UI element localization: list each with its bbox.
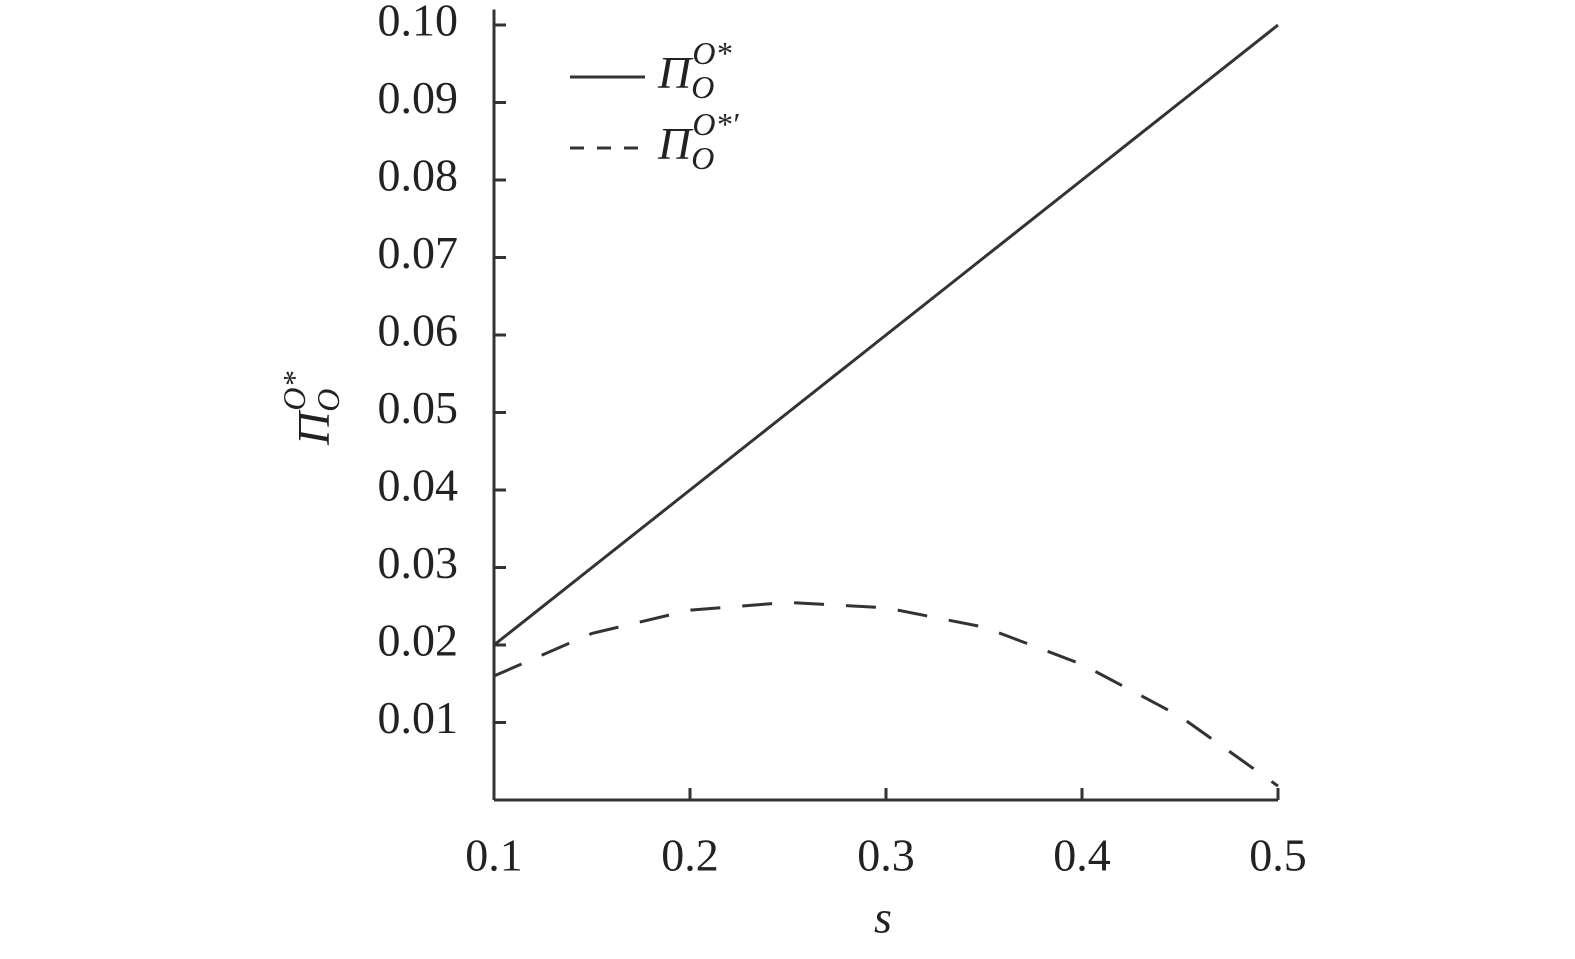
x-tick-label: 0.2 xyxy=(661,830,719,881)
x-tick-label: 0.3 xyxy=(857,830,915,881)
y-axis-label: ΠOO* xyxy=(276,372,346,446)
y-axis-label-sub: O xyxy=(310,389,346,412)
legend-label-sup: O* xyxy=(692,35,731,71)
series-line xyxy=(493,23,1279,647)
x-tick-label: 0.1 xyxy=(465,830,523,881)
legend-label: ΠOO* xyxy=(657,35,731,105)
y-tick-label: 0.10 xyxy=(378,0,459,46)
y-tick-label: 0.01 xyxy=(378,692,459,743)
y-tick-label: 0.07 xyxy=(378,227,459,278)
y-tick-label: 0.05 xyxy=(378,382,459,433)
legend-label-base: Π xyxy=(657,47,694,98)
x-tick-label: 0.4 xyxy=(1053,830,1111,881)
y-tick-label: 0.06 xyxy=(378,305,459,356)
legend-label-sub: O xyxy=(691,140,714,176)
y-axis-label-base: Π xyxy=(288,409,339,446)
x-tick-label: 0.5 xyxy=(1249,830,1307,881)
legend-label-sub: O xyxy=(691,69,714,105)
legend-label-sup: O*′ xyxy=(692,106,739,142)
y-tick-label: 0.09 xyxy=(378,72,459,123)
y-tick-label: 0.08 xyxy=(378,150,459,201)
legend-label: ΠOO*′ xyxy=(657,106,739,176)
y-tick-label: 0.03 xyxy=(378,537,459,588)
y-axis-label-sup: O* xyxy=(276,372,312,411)
y-tick-label: 0.04 xyxy=(378,460,459,511)
y-tick-label: 0.02 xyxy=(378,615,459,666)
x-axis-label: s xyxy=(874,892,892,943)
legend-label-base: Π xyxy=(657,118,694,169)
series-line xyxy=(493,600,1279,788)
